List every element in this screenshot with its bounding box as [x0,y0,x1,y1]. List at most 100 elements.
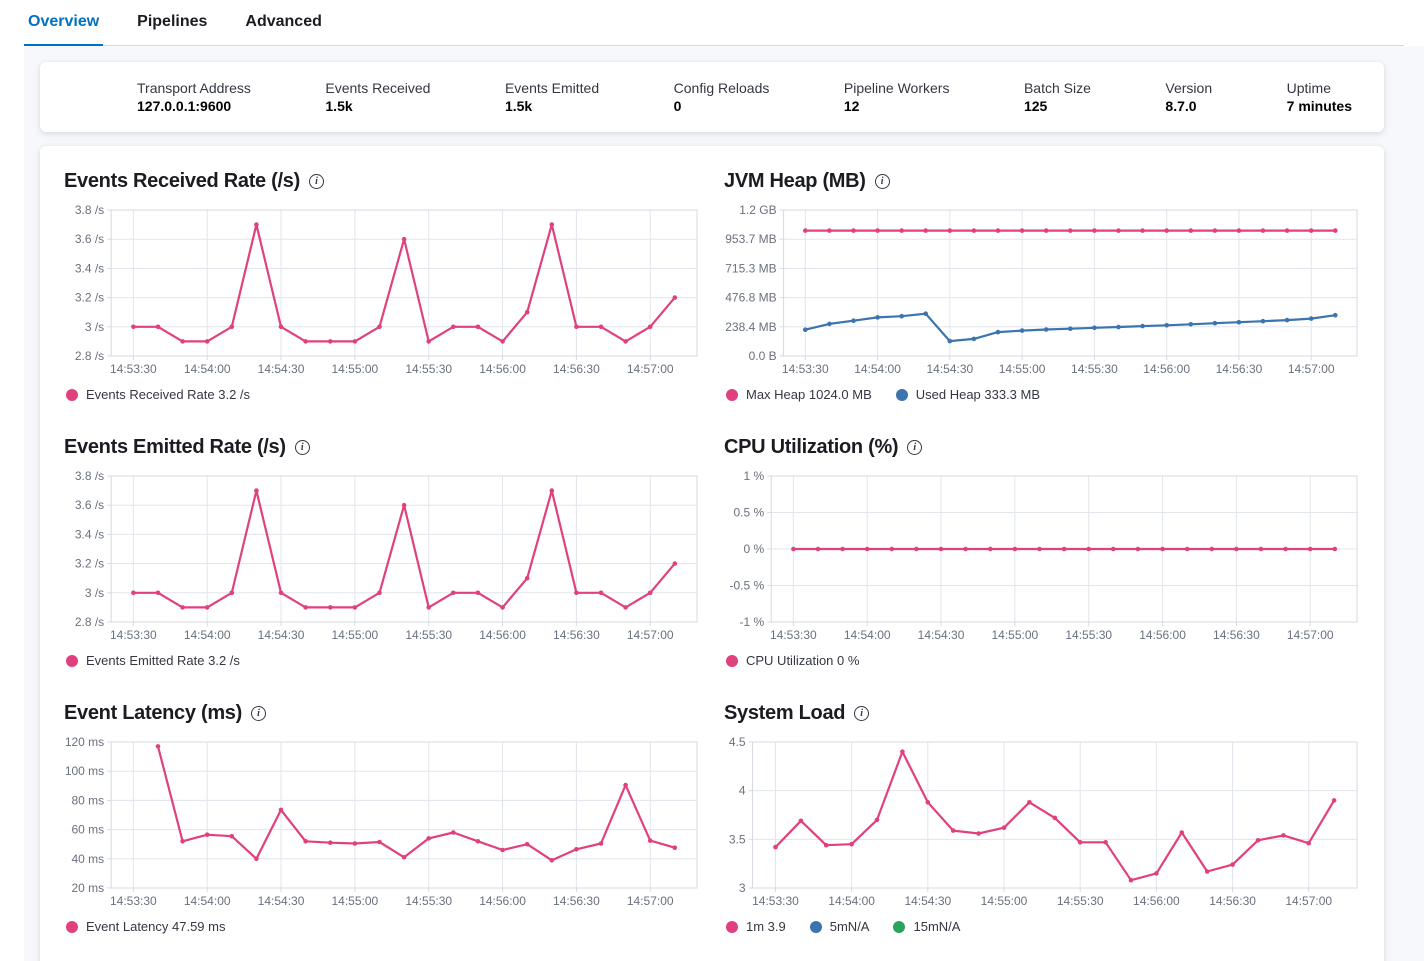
legend-item-15mn-a[interactable]: 15mN/A [893,919,960,934]
data-point [1236,319,1242,325]
legend-dot-icon [66,388,78,401]
legend-item-events-emitted-rate-3-2-s[interactable]: Events Emitted Rate 3.2 /s [66,653,240,668]
legend-item-max-heap-1024-0-mb[interactable]: Max Heap 1024.0 MB [726,387,872,402]
x-axis-tick-label: 14:54:30 [926,362,973,376]
tab-advanced[interactable]: Advanced [245,13,322,30]
legend-item-5mn-a[interactable]: 5mN/A [809,919,870,934]
chart-events-received-rate-s: Events Received Rate (/s) i 2.8 /s 3 /s 3.2 … [64,170,700,402]
info-icon[interactable]: i [907,440,923,455]
x-axis-tick-label: 14:56:00 [479,628,526,642]
tabs-bar: Overview Pipelines Advanced [24,0,1404,46]
data-point [623,339,628,344]
chart-legend: Events Emitted Rate 3.2 /s [64,653,700,668]
legend-item-used-heap-333-3-mb[interactable]: Used Heap 333.3 MB [895,387,1040,402]
data-point [254,856,259,862]
data-point [889,546,895,552]
info-icon[interactable]: i [854,706,870,721]
tab-overview[interactable]: Overview [24,0,104,46]
y-axis-tick-label: 3 /s [85,320,104,334]
data-point [1209,546,1215,552]
data-point [204,339,210,344]
x-axis-tick-label: 14:53:30 [110,362,157,376]
legend-label: 5mN/A [829,919,870,934]
data-point [1140,323,1145,329]
info-icon[interactable]: i [308,174,324,189]
y-axis-tick-label: 3.4 /s [75,261,104,275]
data-point [426,605,432,610]
data-point [1027,800,1032,805]
x-axis-tick-label: 14:55:00 [981,894,1028,908]
y-axis-tick-label: 3.2 /s [75,291,104,305]
chart-plot[interactable]: -1 % -0.5 % 0 % 0.5 % 1 % 14:53:30 14:54:00 14:… [724,471,1360,645]
data-point [947,338,953,344]
data-point [1154,871,1159,876]
x-axis-tick-label: 14:57:00 [1285,894,1332,908]
legend-dot-icon [66,654,78,667]
x-axis-tick-label: 14:57:00 [627,362,674,376]
x-axis-tick-label: 14:55:30 [1065,628,1112,642]
data-point [672,845,678,850]
data-point [229,590,235,596]
data-point [1234,546,1239,552]
chart-plot[interactable]: 2.8 /s 3 /s 3.2 /s 3.4 /s 3.6 /s 3.8 /s 14:53:… [64,471,700,645]
info-icon[interactable]: i [874,174,890,189]
data-point [574,324,579,330]
legend-item-cpu-utilization-0[interactable]: CPU Utilization 0 % [726,653,859,668]
data-point [1308,316,1314,321]
data-point [1333,312,1338,318]
data-point [672,561,678,566]
data-point [1184,546,1190,552]
chart-plot[interactable]: 2.8 /s 3 /s 3.2 /s 3.4 /s 3.6 /s 3.8 /s 14:53:… [64,205,700,379]
data-point [925,800,931,805]
chart-title: System Load [724,702,846,724]
data-point [451,324,456,330]
info-icon[interactable]: i [251,706,266,721]
data-point [229,833,235,839]
stat-value: 1.5k [325,97,353,114]
y-axis-tick-label: 80 ms [72,793,105,807]
legend-item-events-received-rate-3-2-s[interactable]: Events Received Rate 3.2 /s [66,387,250,402]
stat-label: Events Emitted [504,79,600,96]
data-point [1164,228,1169,233]
legend-label: Event Latency 47.59 ms [86,919,226,934]
legend-item-1m-3-9[interactable]: 1m 3.9 [726,919,786,934]
chart-plot[interactable]: 20 ms 40 ms 60 ms 80 ms 100 ms 120 ms 14:53:30… [64,737,700,911]
data-point [1281,833,1286,838]
x-axis-tick-label: 14:55:00 [332,628,379,642]
y-axis-tick-label: -0.5 % [730,579,765,593]
y-axis-tick-label: 3.5 [729,832,746,846]
data-point [823,842,829,848]
data-point [352,605,358,610]
chart-legend: 1m 3.9 5mN/A 15mN/A [724,919,1360,934]
data-point [500,605,505,610]
chart-title-row: Events Received Rate (/s) i [64,170,700,193]
data-point [229,324,235,330]
chart-event-latency-ms: Event Latency (ms) i 20 ms 40 ms 60 ms 80 ms 1… [64,702,700,934]
data-point [851,318,856,323]
data-point [451,590,456,596]
data-point [938,546,944,552]
data-point [623,605,628,610]
data-point [1043,327,1049,332]
x-axis-tick-label: 14:56:30 [553,628,600,642]
summary-stat-pipeline-workers: Pipeline Workers 12 [844,79,950,116]
info-icon[interactable]: i [294,440,310,455]
data-point [1204,869,1210,874]
y-axis-tick-label: 3.4 /s [75,527,104,541]
summary-stat-uptime: Uptime 7 minutes [1287,79,1352,116]
data-point [155,744,161,749]
y-axis-tick-label: 2.8 /s [75,615,104,629]
tab-pipelines[interactable]: Pipelines [137,13,208,30]
chart-title: JVM Heap (MB) [724,170,866,192]
legend-item-event-latency-47-59-ms[interactable]: Event Latency 47.59 ms [66,919,225,934]
data-point [1116,228,1121,233]
x-axis-tick-label: 14:56:00 [1139,628,1186,642]
chart-plot[interactable]: 3 3.5 4 4.5 14:53:30 14:54:00 14:54:30 14:55:00… [724,737,1360,911]
x-axis-tick-label: 14:53:30 [110,894,157,908]
data-point [672,295,678,300]
data-point [1103,840,1108,845]
chart-plot[interactable]: 0.0 B 238.4 MB 476.8 MB 715.3 MB 953.7 MB 1.2… [724,205,1360,379]
data-point [815,546,821,552]
summary-stat-transport-address: Transport Address 127.0.0.1:9600 [137,79,251,116]
y-axis-tick-label: 476.8 MB [725,291,776,305]
